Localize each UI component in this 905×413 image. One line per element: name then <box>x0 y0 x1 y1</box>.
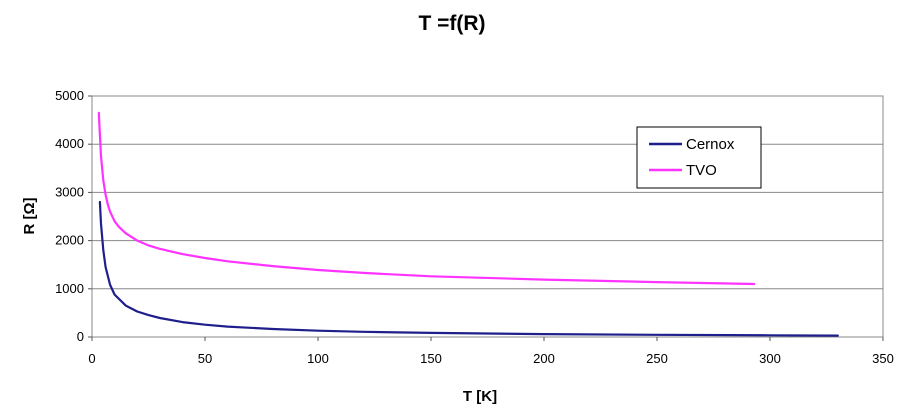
x-tick-label-6: 300 <box>759 351 781 366</box>
x-tick-label-5: 250 <box>646 351 668 366</box>
x-tick-label-3: 150 <box>420 351 442 366</box>
axis-ticks: 0 1000 2000 3000 4000 5000 0 50 100 150 200 250 300 3… <box>55 88 894 366</box>
x-tick-label-2: 100 <box>307 351 329 366</box>
y-tick-label-0: 0 <box>77 329 84 344</box>
x-tick-label-4: 200 <box>533 351 555 366</box>
y-axis-title: R [Ω] <box>21 197 38 234</box>
plot-area <box>91 95 884 338</box>
series-line-tvo <box>97 111 756 286</box>
x-axis-title: T [K] <box>463 388 497 405</box>
x-tick-label-1: 50 <box>198 351 212 366</box>
y-tick-label-2: 2000 <box>55 233 84 248</box>
y-tick-label-4: 4000 <box>55 136 84 151</box>
legend-label-cernox: Cernox <box>686 136 735 153</box>
legend: Cernox TVO <box>636 126 762 189</box>
series-lines <box>97 111 839 337</box>
legend-label-tvo: TVO <box>686 162 717 179</box>
y-tick-label-5: 5000 <box>55 88 84 103</box>
grid <box>92 143 883 290</box>
x-tick-label-7: 350 <box>872 351 894 366</box>
chart-title: T =f(R) <box>418 12 485 35</box>
series-line-cernox <box>98 200 839 337</box>
x-tick-label-0: 0 <box>88 351 95 366</box>
y-tick-label-3: 3000 <box>55 184 84 199</box>
legend-box <box>636 126 762 189</box>
y-tick-label-1: 1000 <box>55 281 84 296</box>
